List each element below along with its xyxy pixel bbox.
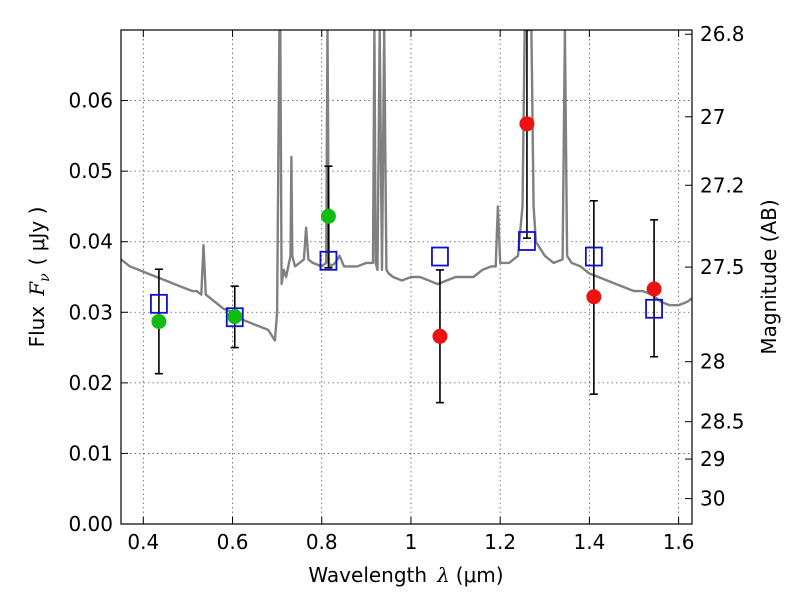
x-tick-label: 1.4 (573, 530, 605, 554)
data-point (586, 289, 602, 305)
right-tick-label: 26.8 (700, 22, 745, 46)
data-point (151, 313, 167, 329)
data-point (519, 116, 535, 132)
plot-area (121, 30, 692, 404)
x-axis-label-text: Wavelength (308, 563, 427, 587)
grid (121, 30, 692, 524)
data-point (227, 309, 243, 325)
axis-ticks: 0.4 0.6 0.8 1 1.2 1.4 1.6 0.00 0.01 0.02 0.03 0.04 0… (68, 22, 744, 554)
y-tick-label: 0.06 (68, 89, 113, 113)
y-tick-label: 0.04 (68, 230, 113, 254)
right-tick-label: 28 (700, 350, 725, 374)
plot-frame (120, 29, 693, 525)
x-tick-label: 0.4 (127, 530, 159, 554)
right-tick-label: 27.5 (700, 255, 745, 279)
y-axis-label: Flux Fν ( μJy ) (25, 207, 53, 348)
y-tick-label: 0.01 (68, 441, 113, 465)
x-axis-label: Wavelength λ (μm) (308, 563, 503, 587)
x-tick-label: 0.8 (306, 530, 338, 554)
model-square (225, 307, 244, 328)
y-axis-unit: ( μJy ) (25, 207, 49, 266)
y-tick-label: 0.05 (68, 159, 113, 183)
y-tick-label: 0.00 (68, 512, 113, 536)
right-tick-label: 29 (700, 447, 725, 471)
model-square (584, 246, 603, 267)
model-square (431, 246, 449, 267)
spectrum-line (121, 30, 692, 342)
model-square (645, 298, 663, 319)
x-axis-symbol: λ (436, 563, 450, 587)
data-point (320, 208, 336, 224)
data-point (432, 328, 448, 344)
y-axis-symbol: F (25, 281, 49, 297)
right-tick-label: 27 (700, 105, 725, 129)
y-tick-label: 0.02 (68, 371, 113, 395)
right-tick-label: 27.2 (700, 173, 745, 197)
data-point (646, 281, 662, 297)
model-square (150, 293, 168, 314)
x-tick-label: 1.6 (663, 530, 695, 554)
right-tick-label: 30 (700, 487, 725, 511)
y-axis-label-text: Flux (25, 306, 49, 348)
y-axis-subscript: ν (37, 273, 53, 282)
model-square (518, 231, 536, 251)
x-tick-label: 1.2 (484, 530, 516, 554)
x-tick-label: 1 (405, 530, 418, 554)
x-tick-label: 0.6 (217, 530, 249, 554)
x-axis-unit: (μm) (456, 563, 504, 587)
right-axis-label: Magnitude (AB) (757, 199, 781, 354)
right-tick-label: 28.5 (700, 410, 745, 434)
y-tick-label: 0.03 (68, 300, 113, 324)
model-square (319, 250, 338, 271)
